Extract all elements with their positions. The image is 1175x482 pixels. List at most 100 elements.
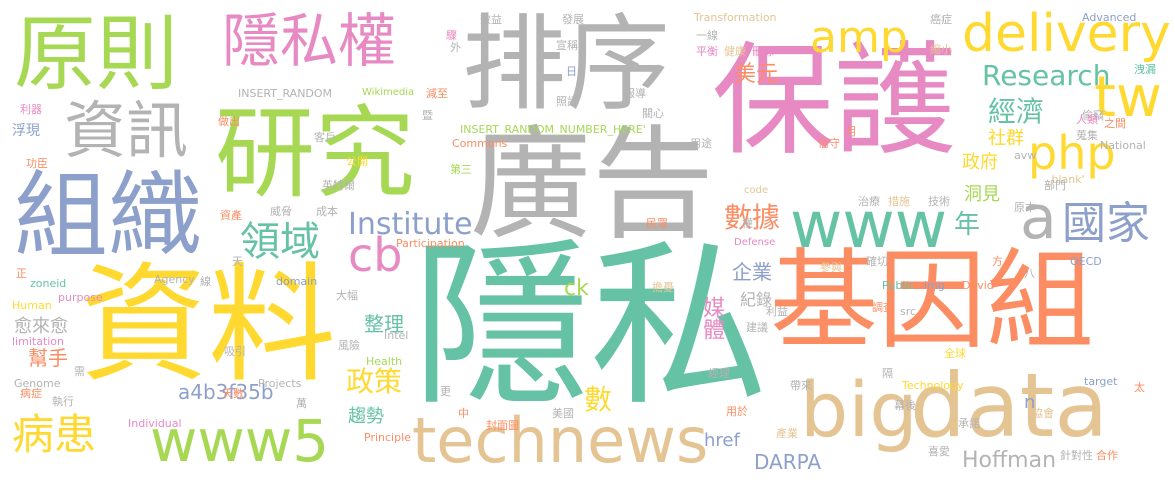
word: www5 — [150, 407, 330, 475]
word: ck — [564, 276, 589, 301]
word: Technology — [902, 379, 964, 392]
word: www — [790, 189, 948, 263]
word: 針對性 — [1060, 449, 1093, 462]
word: 利器 — [20, 103, 42, 116]
word: 平衡 — [696, 45, 718, 58]
word: Individual — [128, 417, 182, 430]
word: DARPA — [754, 450, 822, 474]
word: OECD — [1070, 255, 1102, 268]
word: 做出 — [218, 115, 240, 128]
word: 癌症 — [930, 13, 952, 26]
word: David — [962, 279, 994, 292]
word: 洩漏 — [1134, 63, 1156, 76]
word: Defense — [734, 237, 776, 248]
word: 政策 — [346, 365, 403, 398]
word: 減至 — [426, 87, 448, 100]
word: amp — [810, 12, 908, 63]
word: Human — [12, 299, 52, 312]
word: limitation — [12, 335, 65, 348]
word: 措施 — [888, 195, 910, 208]
word: _blank' — [1046, 173, 1085, 186]
word: 企業 — [732, 260, 772, 284]
word: n — [1024, 392, 1036, 413]
word: data — [910, 354, 1109, 457]
word: 用途 — [690, 137, 712, 150]
word: 月 — [846, 125, 857, 138]
word: 封面圖 — [486, 419, 519, 432]
word: 美國 — [552, 407, 574, 420]
word: Principle — [364, 431, 411, 444]
word: 病患 — [12, 410, 97, 459]
word: 領域 — [240, 219, 320, 265]
word: Health — [366, 355, 403, 368]
word: 關心 — [642, 107, 664, 120]
word: Commons — [452, 137, 508, 150]
word: 民眾 — [646, 217, 668, 230]
word: 數 — [584, 383, 613, 416]
word: 權 — [742, 217, 753, 230]
word: Hoffman — [962, 448, 1057, 473]
word: Institute — [348, 207, 473, 242]
word: 保護 — [712, 30, 956, 172]
word: 排序 — [462, 3, 671, 125]
word: 參與 — [820, 261, 842, 274]
word: 合作 — [1096, 449, 1118, 462]
word: 客戶 — [314, 131, 336, 144]
word: 刪除 — [752, 45, 774, 58]
word: 資料 — [80, 251, 337, 400]
word: 需 — [74, 365, 85, 378]
word: 人類 — [1076, 113, 1098, 126]
word: 原本 — [1014, 201, 1036, 214]
word: 浮現 — [12, 123, 40, 139]
word: 幕後 — [894, 399, 916, 412]
word: 國家 — [1062, 198, 1150, 249]
word: 太 — [1134, 381, 1145, 394]
word: 中 — [458, 407, 469, 420]
word: 用於 — [726, 405, 748, 418]
word: 英特爾 — [322, 179, 355, 192]
word: 公開 — [346, 155, 368, 168]
word: 全球 — [944, 347, 966, 360]
word: 更 — [440, 385, 451, 398]
word: target — [1084, 375, 1118, 388]
word: 健康 — [724, 45, 746, 58]
word: 年 — [954, 210, 981, 240]
word: Public — [882, 279, 915, 292]
word: a — [1020, 183, 1057, 253]
word: php — [1028, 126, 1116, 180]
word: 媒體 — [699, 296, 724, 340]
word: 效益 — [480, 13, 502, 26]
word: 紀錄 — [740, 290, 773, 309]
word: 成本 — [316, 205, 338, 218]
word: tw — [1094, 65, 1162, 130]
word: 原則 — [14, 7, 179, 102]
word: 暨 — [422, 109, 433, 122]
word: 天 — [232, 255, 243, 268]
word: 資訊 — [64, 94, 189, 167]
word: National — [1100, 139, 1146, 152]
word: 經理 — [708, 367, 730, 380]
word: 組織 — [14, 162, 203, 271]
word: 部門 — [1044, 179, 1066, 192]
word: 信守 — [818, 137, 840, 150]
word: 承諾 — [958, 417, 980, 430]
word: Research — [982, 59, 1111, 92]
word: 偷竊 — [1082, 109, 1104, 122]
word: img — [924, 279, 945, 292]
word: zoneid — [30, 277, 67, 290]
word: 協會 — [1032, 407, 1054, 420]
word: INSERT_RANDOM_NUMBER_HERE' — [460, 123, 646, 136]
word: 蒐集 — [1076, 129, 1098, 142]
word: 洞見 — [964, 184, 1000, 205]
word: 研究 — [215, 95, 415, 212]
word: 擔憂 — [652, 281, 674, 294]
word: Wikimedia — [362, 87, 415, 98]
word: INSERT_RANDOM — [238, 87, 333, 100]
word: 方 — [992, 255, 1003, 268]
word: 縮小 — [930, 43, 952, 56]
word: 愈來愈 — [14, 316, 68, 337]
word: Intel — [384, 329, 409, 342]
word: 一線 — [696, 29, 718, 42]
word: technews — [412, 404, 709, 477]
word: 建議 — [746, 321, 768, 334]
